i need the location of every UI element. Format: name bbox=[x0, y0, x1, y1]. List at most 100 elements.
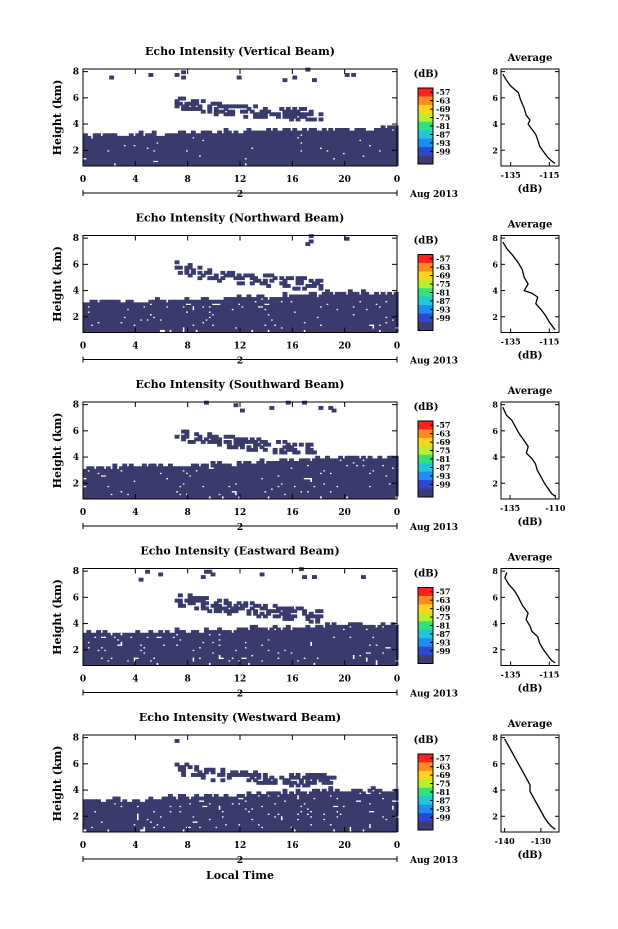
heatmap-cell bbox=[86, 151, 92, 156]
heatmap-cell bbox=[383, 476, 389, 481]
heatmap-cell bbox=[115, 299, 121, 304]
heatmap-cell bbox=[249, 138, 255, 143]
heatmap-cell bbox=[249, 133, 255, 138]
heatmap-cell bbox=[197, 151, 203, 156]
heatmap-cell bbox=[298, 315, 304, 320]
heatmap-cell bbox=[164, 328, 170, 333]
heatmap-cell bbox=[269, 159, 275, 164]
heatmap-cell bbox=[187, 593, 193, 598]
heatmap-cell bbox=[334, 312, 340, 317]
heatmap-cell bbox=[393, 310, 399, 315]
heatmap-cell bbox=[262, 492, 268, 497]
heatmap-cell bbox=[289, 318, 294, 322]
heatmap-cell bbox=[226, 302, 232, 307]
heatmap-cell bbox=[390, 141, 396, 145]
heatmap-cell bbox=[102, 630, 108, 634]
heatmap-cell bbox=[328, 484, 334, 489]
heatmap-cell bbox=[387, 294, 393, 299]
heatmap-cell bbox=[148, 151, 154, 156]
heatmap-cell bbox=[305, 318, 311, 322]
panel-2-date-month: Aug 2013 bbox=[409, 357, 458, 367]
heatmap-cell bbox=[102, 320, 108, 325]
heatmap-cell bbox=[282, 162, 288, 166]
heatmap-cell bbox=[181, 107, 186, 111]
heatmap-cell bbox=[312, 117, 317, 122]
heatmap-cell bbox=[380, 305, 386, 309]
heatmap-cell bbox=[122, 643, 128, 648]
heatmap-cell bbox=[279, 162, 285, 166]
heatmap-cell bbox=[99, 653, 105, 658]
heatmap-cell bbox=[240, 627, 245, 632]
heatmap-cell bbox=[207, 299, 213, 304]
heatmap-cell bbox=[197, 659, 203, 663]
heatmap-cell bbox=[341, 476, 347, 481]
heatmap-cell bbox=[331, 307, 337, 312]
heatmap-cell bbox=[312, 466, 317, 471]
heatmap-cell bbox=[338, 463, 343, 468]
heatmap-cell bbox=[174, 651, 180, 655]
heatmap-cell bbox=[233, 640, 239, 645]
heatmap-cell bbox=[305, 445, 311, 450]
heatmap-cell bbox=[351, 492, 357, 497]
heatmap-cell bbox=[302, 474, 307, 478]
heatmap-cell bbox=[168, 468, 173, 473]
heatmap-cell bbox=[308, 326, 314, 330]
heatmap-cell bbox=[132, 635, 137, 640]
heatmap-cell bbox=[226, 645, 232, 650]
heatmap-cell bbox=[226, 143, 232, 148]
heatmap-cell bbox=[230, 487, 236, 492]
heatmap-cell bbox=[334, 495, 340, 499]
heatmap-cell bbox=[357, 130, 363, 135]
heatmap-cell bbox=[184, 466, 190, 471]
heatmap-cell bbox=[253, 471, 258, 476]
heatmap-cell bbox=[138, 487, 144, 492]
heatmap-cell bbox=[171, 318, 177, 322]
heatmap-cell bbox=[158, 310, 164, 315]
heatmap-cell bbox=[393, 468, 399, 473]
heatmap-cell bbox=[158, 149, 164, 153]
panel-1-average-xlabel: (dB) bbox=[518, 184, 543, 195]
heatmap-cell bbox=[374, 299, 379, 304]
heatmap-cell bbox=[194, 643, 200, 648]
heatmap-cell bbox=[321, 162, 327, 166]
heatmap-cell bbox=[276, 468, 281, 473]
heatmap-cell bbox=[266, 461, 272, 465]
heatmap-cell bbox=[285, 107, 291, 111]
heatmap-cell bbox=[168, 307, 173, 312]
heatmap-cell bbox=[200, 476, 206, 481]
heatmap-cell bbox=[312, 281, 317, 286]
heatmap-cell bbox=[213, 489, 219, 494]
colorbar-tick-label: -99 bbox=[436, 313, 451, 323]
heatmap-cell bbox=[370, 474, 376, 478]
heatmap-cell bbox=[315, 297, 321, 301]
heatmap-cell bbox=[197, 133, 203, 138]
heatmap-cell bbox=[187, 656, 193, 661]
heatmap-cell bbox=[187, 638, 193, 642]
heatmap-cell bbox=[354, 299, 360, 304]
heatmap-cell bbox=[230, 310, 236, 315]
heatmap-cell bbox=[298, 318, 304, 322]
heatmap-cell bbox=[230, 445, 236, 450]
heatmap-cell bbox=[220, 643, 226, 648]
heatmap-cell bbox=[390, 138, 396, 143]
heatmap-cell bbox=[220, 326, 226, 330]
heatmap-cell bbox=[243, 133, 249, 138]
heatmap-cell bbox=[177, 651, 183, 655]
heatmap-cell bbox=[315, 466, 321, 471]
y-tick-label: 8 bbox=[73, 401, 79, 411]
heatmap-cell bbox=[259, 114, 265, 119]
heatmap-cell bbox=[285, 495, 291, 499]
heatmap-cell bbox=[262, 107, 268, 111]
heatmap-cell bbox=[387, 297, 393, 301]
heatmap-cell bbox=[236, 492, 242, 497]
heatmap-cell bbox=[243, 104, 249, 109]
heatmap-cell bbox=[138, 326, 144, 330]
heatmap-cell bbox=[341, 138, 347, 143]
heatmap-cell bbox=[174, 151, 180, 156]
heatmap-cell bbox=[377, 297, 383, 301]
heatmap-cell bbox=[148, 651, 154, 655]
heatmap-cell bbox=[289, 154, 294, 159]
heatmap-cell bbox=[83, 489, 88, 494]
heatmap-cell bbox=[112, 638, 118, 642]
heatmap-cell bbox=[240, 159, 245, 164]
